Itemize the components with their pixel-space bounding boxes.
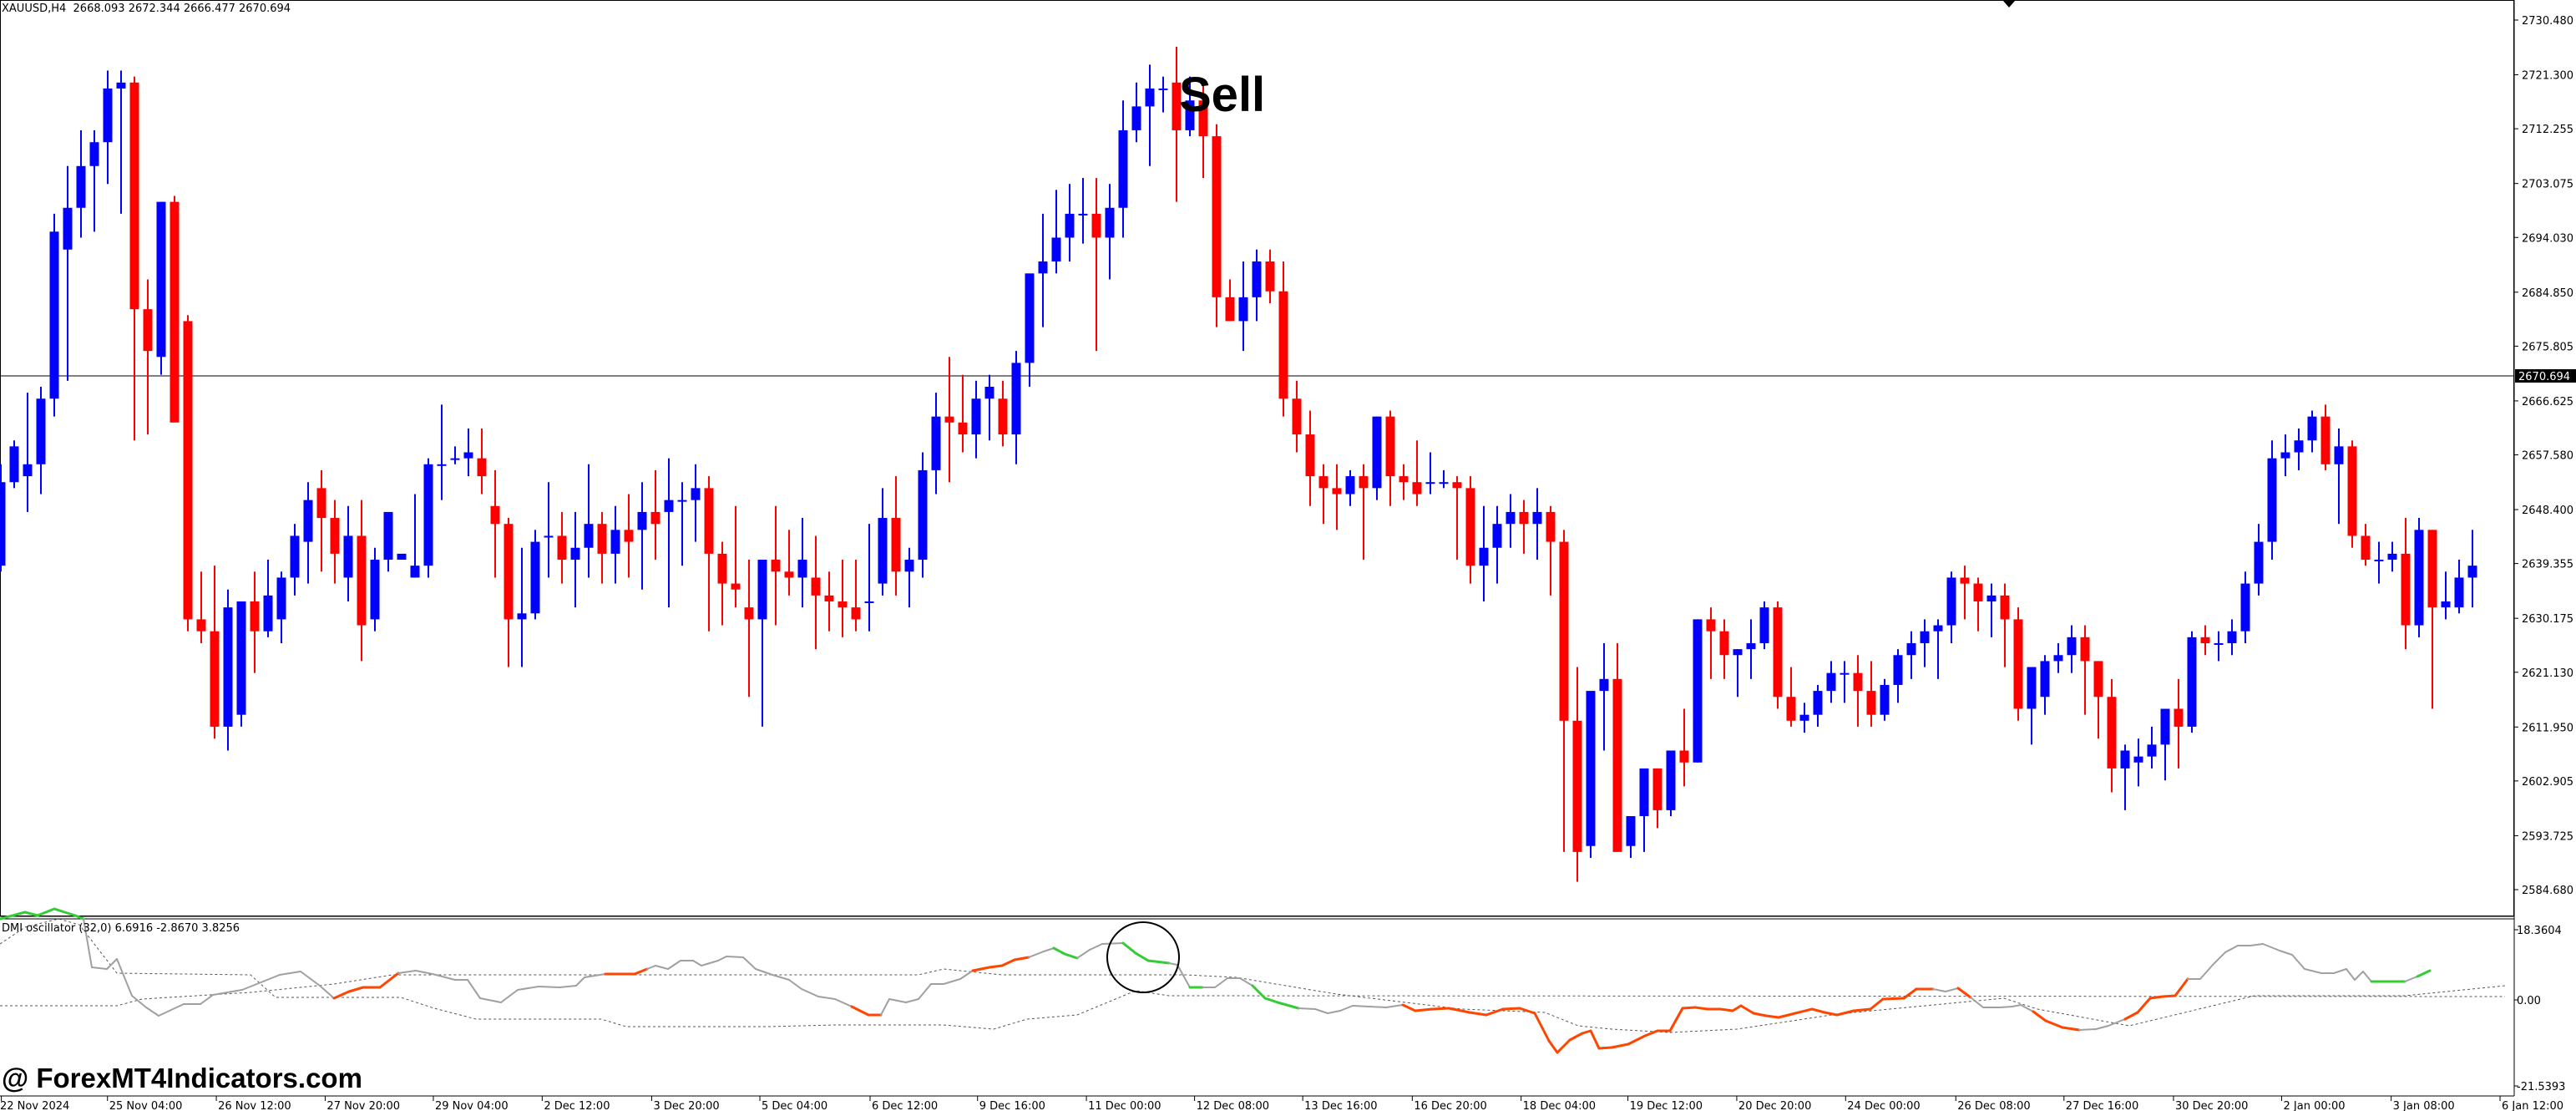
upper-band-line	[0, 918, 2506, 1030]
time-tick-label: 16 Dec 20:00	[1414, 1100, 1486, 1111]
price-tick-label: 2694.030	[2522, 232, 2573, 245]
current-price-label: 2670.694	[2518, 371, 2570, 383]
time-tick-label: 22 Nov 2024	[0, 1100, 69, 1111]
osc-tick-label: 0.00	[2517, 995, 2541, 1007]
candlesticks	[0, 46, 2477, 882]
price-tick-label: 2712.255	[2522, 124, 2573, 136]
symbol-info: XAUUSD,H4 2668.093 2672.344 2666.477 267…	[2, 3, 291, 15]
price-tick-label: 2657.580	[2522, 450, 2573, 463]
time-tick-label: 20 Dec 20:00	[1738, 1100, 1811, 1111]
time-tick-label: 13 Dec 16:00	[1304, 1100, 1377, 1111]
osc-tick-label: -21.5393	[2517, 1081, 2565, 1093]
highlight-circle	[1106, 921, 1180, 993]
price-tick-label: 2593.725	[2522, 830, 2573, 843]
time-tick-label: 27 Nov 20:00	[326, 1100, 400, 1111]
indicator-label: DMI oscillator (32,0) 6.6916 -2.8670 3.8…	[2, 922, 240, 935]
time-tick-label: 3 Jan 08:00	[2393, 1100, 2455, 1111]
time-tick-label: 29 Nov 04:00	[435, 1100, 509, 1111]
time-tick-label: 11 Dec 00:00	[1088, 1100, 1161, 1111]
time-axis: 22 Nov 2024 25 Nov 04:00 26 Nov 12:00 27 No…	[0, 1096, 2563, 1111]
price-tick-label: 2648.400	[2522, 505, 2573, 517]
price-tick-label: 2666.625	[2522, 396, 2573, 408]
time-tick-label: 26 Nov 12:00	[218, 1100, 291, 1111]
watermark: @ ForexMT4Indicators.com	[2, 1063, 362, 1093]
price-tick-label: 2721.300	[2522, 70, 2573, 83]
time-tick-label: 6 Jan 12:00	[2502, 1100, 2563, 1111]
time-tick-label: 18 Dec 04:00	[1523, 1100, 1596, 1111]
time-tick-label: 30 Dec 20:00	[2175, 1100, 2248, 1111]
price-tick-label: 2639.355	[2522, 559, 2573, 571]
price-tick-label: 2602.905	[2522, 776, 2573, 789]
shift-marker-icon[interactable]	[2003, 1, 2015, 8]
dmi-oscillator-plot	[0, 907, 2506, 1054]
price-tick-label: 2703.075	[2522, 179, 2573, 191]
price-tick-label: 2675.805	[2522, 341, 2573, 353]
price-tick-label: 2584.680	[2522, 885, 2573, 897]
time-tick-label: 3 Dec 20:00	[653, 1100, 719, 1111]
price-tick-label: 2621.130	[2522, 667, 2573, 680]
time-tick-label: 5 Dec 04:00	[762, 1100, 827, 1111]
price-tick-label: 2730.480	[2522, 15, 2573, 28]
osc-tick-label: 18.3604	[2517, 925, 2562, 937]
time-tick-label: 25 Nov 04:00	[109, 1100, 183, 1111]
time-tick-label: 19 Dec 12:00	[1630, 1100, 1703, 1111]
sell-signal-label: Sell	[1179, 68, 1266, 122]
time-tick-label: 24 Dec 00:00	[1847, 1100, 1920, 1111]
price-tick-label: 2611.950	[2522, 722, 2573, 734]
time-tick-label: 6 Dec 12:00	[872, 1100, 938, 1111]
time-tick-label: 26 Dec 08:00	[1957, 1100, 2030, 1111]
time-tick-label: 2 Jan 00:00	[2284, 1100, 2346, 1111]
time-tick-label: 27 Dec 16:00	[2066, 1100, 2138, 1111]
time-tick-label: 9 Dec 16:00	[979, 1100, 1045, 1111]
time-tick-label: 12 Dec 08:00	[1197, 1100, 1269, 1111]
price-tick-label: 2684.850	[2522, 287, 2573, 300]
price-tick-label: 2630.175	[2522, 613, 2573, 626]
oscillator-axis: 18.3604 0.00 -21.5393	[2514, 925, 2565, 1093]
current-price-tag	[2515, 369, 2576, 383]
time-tick-label: 2 Dec 12:00	[544, 1100, 610, 1111]
main-chart-frame	[0, 0, 2514, 916]
lower-band-line	[0, 968, 2506, 1033]
price-axis: 2730.480 2721.300 2712.255 2703.075 2694.030…	[2514, 15, 2573, 897]
